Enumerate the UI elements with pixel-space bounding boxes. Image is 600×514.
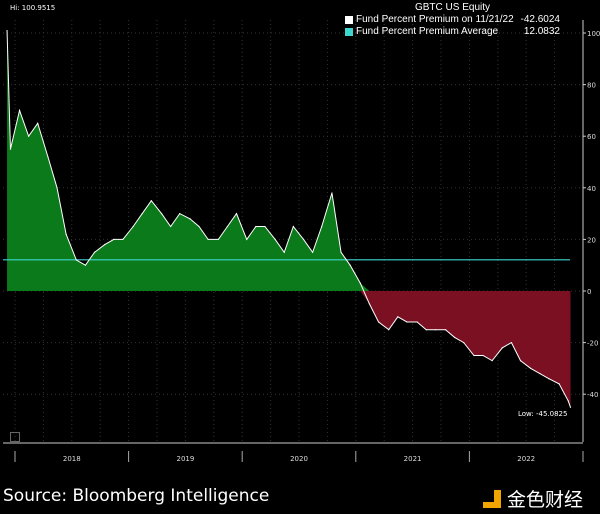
data-point <box>349 264 351 266</box>
chart-title: GBTC US Equity <box>414 2 491 13</box>
negative-area <box>7 291 571 408</box>
data-point <box>255 225 257 228</box>
y-tick-label: 80 <box>587 82 596 90</box>
data-point <box>510 342 513 344</box>
data-point <box>170 225 172 228</box>
data-point <box>434 329 436 331</box>
y-tick-label: -20 <box>587 340 598 348</box>
data-point <box>312 251 314 253</box>
data-point <box>463 342 465 344</box>
data-point <box>122 238 124 240</box>
x-tick-label: 2021 <box>404 455 422 463</box>
data-point <box>207 238 209 240</box>
high-annotation: Hi: 100.9515 <box>10 4 55 12</box>
x-tick-label: 2018 <box>63 455 81 463</box>
data-point <box>6 29 8 32</box>
data-point <box>331 192 333 194</box>
legend-swatch-cyan <box>345 28 353 36</box>
low-annotation: Low: -45.0825 <box>518 410 567 418</box>
brand-logo: 金色财经 <box>483 485 583 512</box>
data-point <box>160 213 163 215</box>
chart-type-toggle[interactable] <box>10 432 20 442</box>
brand-name: 金色财经 <box>507 489 584 511</box>
positive-area <box>7 30 571 291</box>
data-point <box>377 321 380 323</box>
data-point <box>132 225 134 228</box>
data-point <box>302 238 305 240</box>
brand-logo-icon <box>483 489 501 508</box>
data-point <box>274 238 276 240</box>
data-point <box>150 200 152 202</box>
data-point <box>368 303 371 305</box>
data-point <box>569 406 572 408</box>
data-point <box>217 238 219 240</box>
data-point <box>235 213 238 215</box>
data-point <box>539 372 541 375</box>
data-point <box>56 187 58 189</box>
data-point <box>264 225 266 228</box>
data-point <box>519 360 522 362</box>
legend-item-premium: Fund Percent Premium on 11/21/22 -42.602… <box>345 14 560 26</box>
data-point <box>406 321 408 323</box>
data-point <box>113 238 115 240</box>
data-point <box>9 148 12 150</box>
y-tick-label: -40 <box>587 391 598 399</box>
y-tick-label: 40 <box>587 185 596 193</box>
y-tick-label: 20 <box>587 236 596 244</box>
legend-value: -42.6024 <box>520 14 560 25</box>
y-tick-label: 60 <box>587 133 596 141</box>
x-tick-label: 2022 <box>517 455 535 463</box>
data-point <box>84 264 87 266</box>
legend-value: 12.0832 <box>523 26 560 37</box>
x-tick-label: 2019 <box>176 455 194 463</box>
y-tick-label: 100 <box>587 30 600 38</box>
data-point <box>198 225 200 228</box>
data-point <box>501 347 503 349</box>
data-point <box>189 218 191 220</box>
data-point <box>104 243 106 246</box>
y-tick-label: 0 <box>587 288 591 296</box>
data-point <box>179 213 181 215</box>
data-point <box>47 156 49 158</box>
legend-swatch-white <box>345 16 353 24</box>
data-point <box>321 225 323 228</box>
data-point <box>93 251 96 253</box>
data-point <box>283 251 285 253</box>
data-point <box>359 282 361 284</box>
legend-label: Fund Percent Premium Average <box>356 26 499 37</box>
data-point <box>246 238 248 240</box>
legend-label: Fund Percent Premium on 11/21/22 <box>356 14 514 25</box>
data-point <box>548 378 550 380</box>
data-point <box>397 316 399 318</box>
data-point <box>567 400 569 402</box>
source-text: Source: Bloomberg Intelligence <box>3 486 270 506</box>
data-point <box>37 122 39 124</box>
data-point <box>141 213 143 215</box>
data-point <box>75 259 77 261</box>
data-point <box>18 109 21 111</box>
data-point <box>292 225 294 228</box>
data-point <box>416 321 418 323</box>
legend: GBTC US Equity Fund Percent Premium on 1… <box>345 2 560 38</box>
data-point <box>425 329 427 331</box>
data-point <box>226 225 229 228</box>
premium-chart: 100 80 60 40 20 0 -20 -40 2018 2019 2020 2021 2022 Hi… <box>3 4 600 463</box>
data-point <box>388 329 390 331</box>
x-tick-label: 2020 <box>290 455 308 463</box>
data-point <box>454 336 456 339</box>
data-point <box>558 383 560 385</box>
data-point <box>340 251 342 253</box>
data-point <box>28 135 30 137</box>
legend-item-average: Fund Percent Premium Average 12.0832 <box>345 26 560 38</box>
data-point <box>473 354 475 357</box>
data-point <box>491 360 493 362</box>
data-point <box>482 354 484 357</box>
data-point <box>530 367 532 369</box>
data-point <box>65 233 67 235</box>
data-point <box>444 329 447 331</box>
premium-line <box>6 30 571 408</box>
